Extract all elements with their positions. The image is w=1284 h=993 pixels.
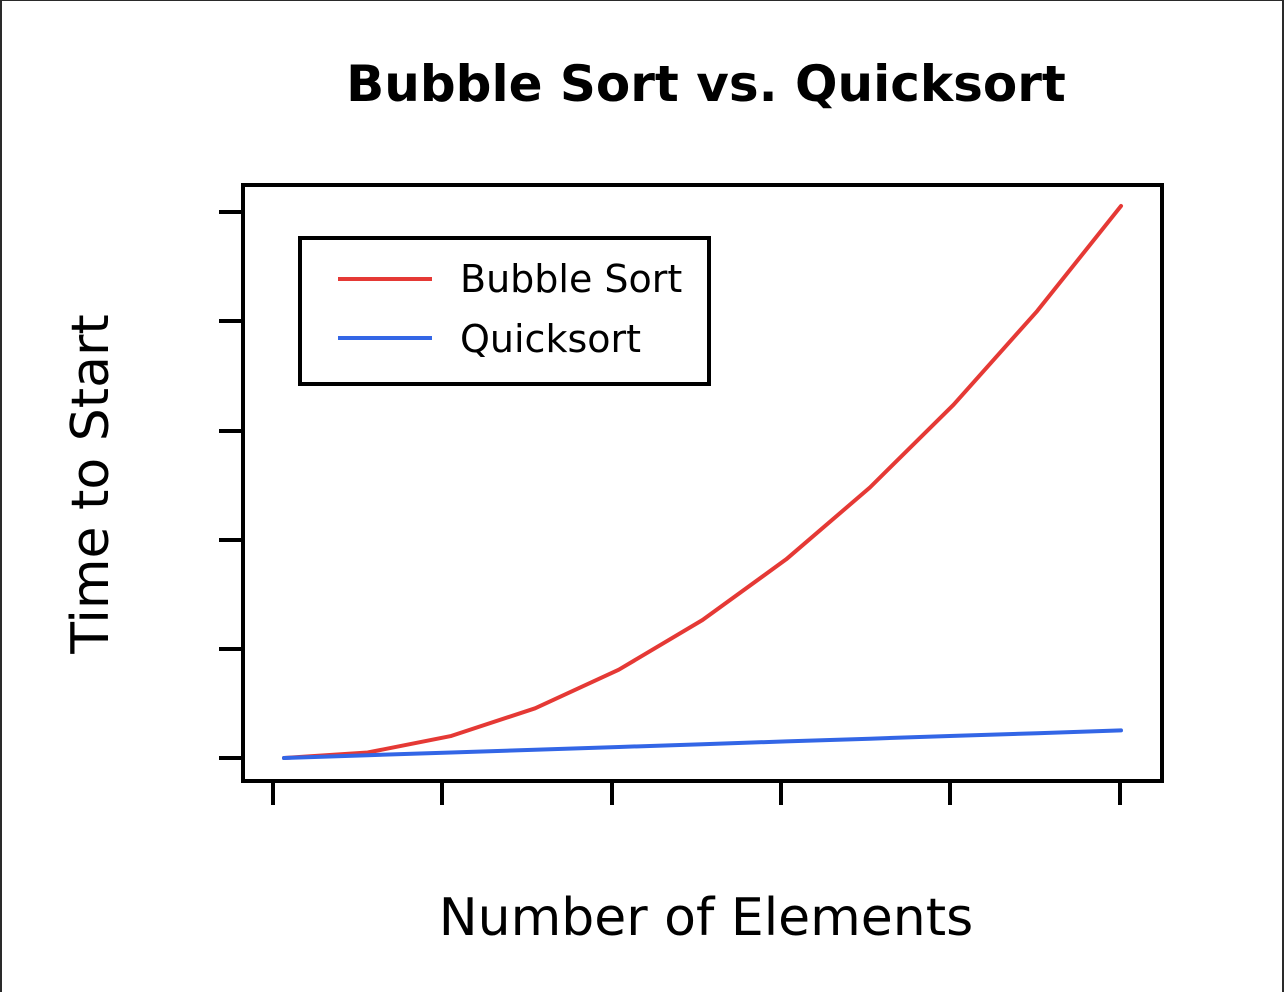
chart-title: Bubble Sort vs. Quicksort — [346, 55, 1066, 113]
y-axis-ticks — [219, 210, 241, 760]
series-line-bubble-sort — [282, 204, 1123, 760]
legend-box — [298, 236, 711, 386]
x-axis-ticks — [271, 783, 1122, 805]
legend-label-quicksort: Quicksort — [460, 317, 641, 361]
x-axis-label: Number of Elements — [439, 888, 973, 948]
series-layer — [282, 204, 1123, 760]
legend: Bubble Sort Quicksort — [298, 236, 711, 386]
y-axis-label: Time to Start — [61, 314, 121, 655]
plot-area — [241, 183, 1164, 783]
series-line-quicksort — [282, 728, 1123, 760]
legend-label-bubble-sort: Bubble Sort — [460, 257, 682, 301]
